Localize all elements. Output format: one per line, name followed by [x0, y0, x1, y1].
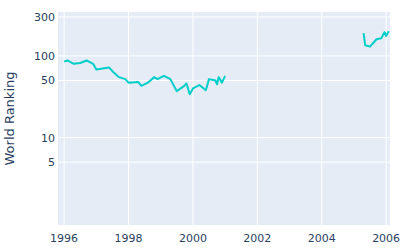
x-tick-label: 2000 — [179, 232, 207, 245]
chart: 1996 1998 2000 2002 2004 2006 5 10 50 100 300 World… — [0, 0, 400, 250]
x-tick-label: 2006 — [372, 232, 400, 245]
x-tick-label: 1998 — [115, 232, 143, 245]
x-grid — [386, 12, 387, 225]
y-grid — [58, 162, 390, 163]
y-tick-label: 100 — [34, 50, 55, 63]
x-tick-label: 2004 — [308, 232, 336, 245]
x-grid — [128, 12, 129, 225]
y-tick-label: 50 — [41, 74, 55, 87]
y-tick-label: 10 — [41, 132, 55, 145]
x-grid — [64, 12, 65, 225]
y-grid — [58, 16, 390, 17]
x-tick-label: 1996 — [50, 232, 78, 245]
y-grid — [58, 137, 390, 138]
x-grid — [321, 12, 322, 225]
x-grid — [257, 12, 258, 225]
x-grid — [192, 12, 193, 225]
line — [64, 31, 389, 94]
y-tick-label: 300 — [34, 11, 55, 24]
plot-area — [58, 12, 390, 225]
data-group — [64, 31, 389, 94]
y-tick-label: 5 — [48, 156, 55, 169]
y-grid — [58, 55, 390, 56]
x-tick-label: 2002 — [243, 232, 271, 245]
y-axis-label: World Ranking — [2, 72, 17, 166]
